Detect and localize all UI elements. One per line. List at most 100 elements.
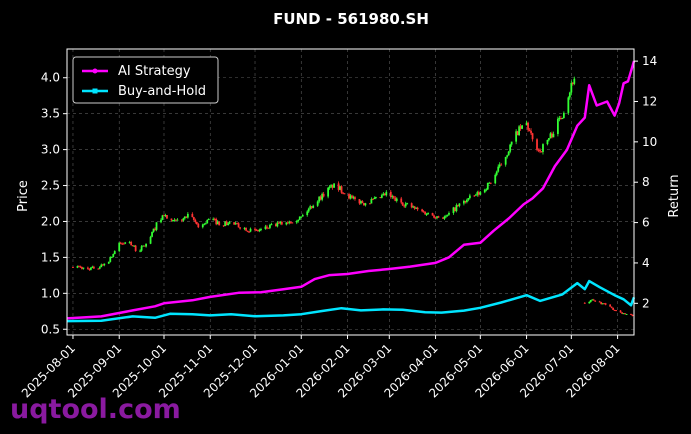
candlestick [194, 218, 197, 224]
candlestick [307, 207, 310, 213]
candlestick [427, 212, 429, 215]
candlestick [285, 222, 288, 226]
series-line-buy-and-hold [66, 279, 636, 323]
candlestick [383, 193, 386, 196]
candlestick [124, 241, 127, 245]
y2-tick-label: 10 [642, 135, 657, 149]
candlestick [97, 268, 100, 270]
candlestick [433, 214, 435, 219]
candlestick [343, 193, 346, 195]
candlestick [298, 216, 301, 220]
candlestick [373, 196, 376, 200]
legend-box [72, 56, 219, 104]
candlestick [286, 220, 289, 225]
y2-tick-label: 8 [642, 175, 650, 189]
candlestick [434, 216, 437, 219]
candlestick [361, 200, 364, 204]
candlestick [352, 195, 355, 200]
candlestick [128, 240, 131, 244]
candlestick [160, 218, 162, 224]
candlestick [176, 218, 179, 221]
candlestick [195, 221, 198, 225]
candlestick [379, 196, 382, 199]
candlestick [166, 214, 168, 219]
candlestick [270, 222, 273, 226]
candlestick [546, 139, 549, 146]
return-lines [66, 60, 636, 323]
candlestick [319, 195, 322, 201]
candlestick [603, 303, 606, 305]
candlestick [91, 265, 94, 269]
candlestick [122, 242, 125, 245]
candlestick [498, 162, 501, 169]
y-tick-label: 0.5 [41, 322, 60, 336]
candlestick [504, 156, 507, 167]
candlestick [306, 210, 309, 217]
candlestick [445, 214, 447, 219]
candlestick [164, 213, 167, 218]
candlestick [322, 191, 325, 198]
candlestick [454, 207, 456, 212]
y-tick-label: 3.0 [41, 143, 60, 157]
candlestick [567, 96, 570, 115]
legend-label-buy-and-hold: Buy-and-Hold [118, 84, 206, 99]
candlestick [631, 314, 634, 317]
candlestick [331, 184, 334, 190]
candlestick [507, 151, 510, 156]
candlestick [112, 253, 115, 258]
y-tick-label: 2.0 [41, 214, 60, 228]
candlestick [107, 261, 110, 265]
candlestick [312, 204, 315, 209]
candlestick [248, 231, 250, 234]
candlestick [328, 185, 331, 190]
candlestick [521, 125, 523, 130]
candlestick [422, 210, 425, 213]
candlestick [552, 131, 555, 138]
candlestick [380, 193, 383, 199]
candlestick [92, 265, 95, 269]
candlestick [497, 164, 500, 173]
candlestick [457, 204, 459, 207]
candlestick [301, 213, 304, 217]
candlestick [583, 302, 586, 304]
candlestick [152, 228, 155, 233]
candlestick [279, 220, 282, 225]
candlestick [559, 115, 562, 120]
candlestick [570, 80, 573, 96]
candlestick [145, 243, 147, 248]
candlestick [254, 227, 256, 232]
candlestick [615, 310, 617, 312]
candlestick [237, 222, 240, 228]
candlestick [309, 204, 312, 210]
candlestick [468, 193, 471, 200]
candlestick [224, 221, 227, 227]
candlestick [76, 265, 79, 269]
return-axis: 2 4 6 8 10 12 14 [634, 54, 657, 310]
candlestick [267, 227, 270, 229]
candlestick [540, 150, 543, 153]
candlestick [72, 266, 74, 268]
candlestick [119, 241, 122, 245]
candlestick [151, 231, 153, 238]
candlestick [613, 309, 616, 311]
candlestick [161, 214, 164, 221]
candlestick [249, 227, 252, 233]
candlestick [395, 197, 398, 203]
candlestick [213, 217, 216, 221]
candlestick [370, 197, 373, 204]
candlestick [528, 128, 531, 132]
candlestick [391, 194, 394, 199]
candlestick [201, 223, 204, 229]
candlestick [415, 207, 418, 210]
candlestick [264, 224, 267, 230]
candlestick [392, 195, 395, 200]
candlestick [551, 131, 553, 139]
candlestick [588, 301, 591, 304]
candlestick [333, 183, 335, 188]
candlestick [269, 223, 271, 230]
candlestick [98, 266, 101, 270]
candlestick [385, 190, 388, 197]
candlestick [78, 265, 80, 268]
candlestick [394, 196, 397, 202]
candlestick [216, 220, 219, 225]
